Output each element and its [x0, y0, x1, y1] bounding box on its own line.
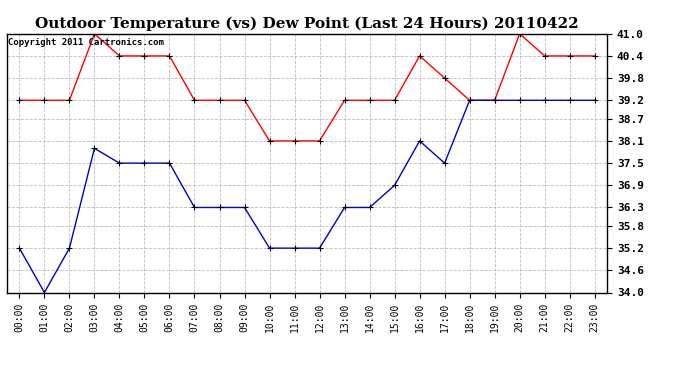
- Title: Outdoor Temperature (vs) Dew Point (Last 24 Hours) 20110422: Outdoor Temperature (vs) Dew Point (Last…: [35, 17, 579, 31]
- Text: Copyright 2011 Cartronics.com: Copyright 2011 Cartronics.com: [8, 38, 164, 46]
